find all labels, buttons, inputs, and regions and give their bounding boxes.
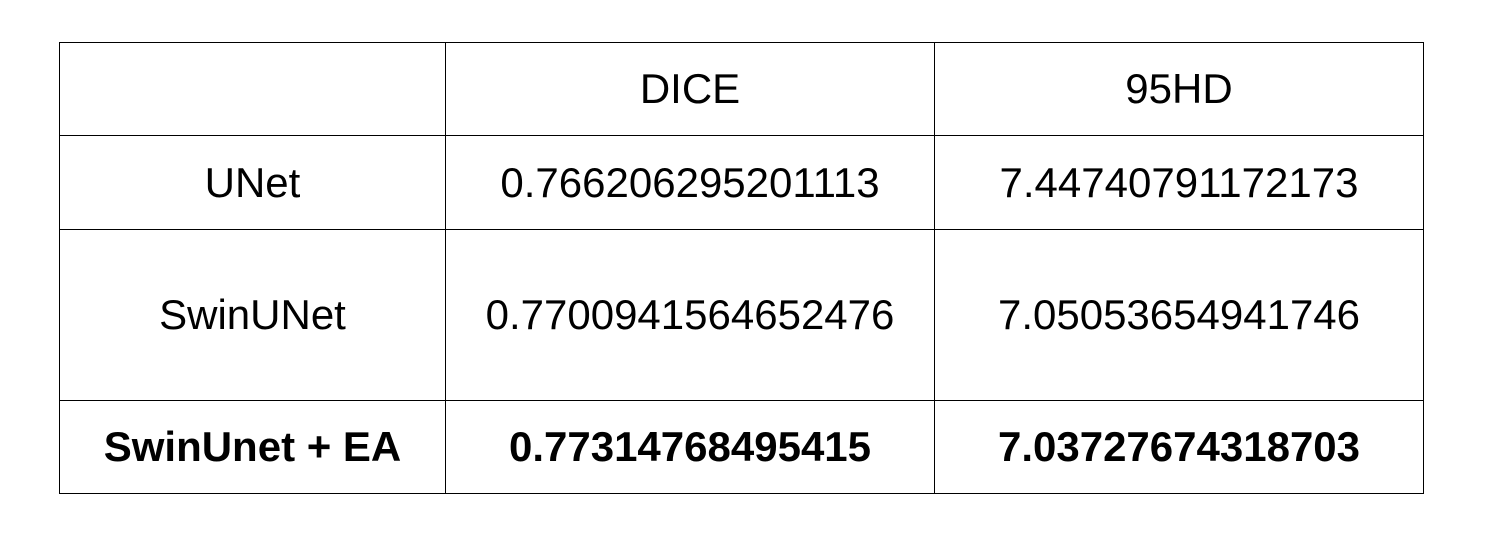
dice-value-cell: 0.7700941564652476 xyxy=(445,229,935,401)
model-name-cell: SwinUNet xyxy=(59,229,446,401)
header-cell-95hd: 95HD xyxy=(934,42,1424,136)
model-name-cell: UNet xyxy=(59,135,446,230)
dice-value-cell: 0.766206295201113 xyxy=(445,135,935,230)
header-cell-dice: DICE xyxy=(445,42,935,136)
table-row: UNet 0.766206295201113 7.44740791172173 xyxy=(59,135,1424,230)
hd95-value-cell: 7.44740791172173 xyxy=(934,135,1424,230)
header-cell-model xyxy=(59,42,446,136)
table-header-row: DICE 95HD xyxy=(59,42,1424,136)
dice-value-cell: 0.77314768495415 xyxy=(445,400,935,494)
model-name-cell: SwinUnet + EA xyxy=(59,400,446,494)
table-row-highlighted: SwinUnet + EA 0.77314768495415 7.0372767… xyxy=(59,400,1424,494)
hd95-value-cell: 7.05053654941746 xyxy=(934,229,1424,401)
results-table: DICE 95HD UNet 0.766206295201113 7.44740… xyxy=(59,42,1424,494)
table-row: SwinUNet 0.7700941564652476 7.0505365494… xyxy=(59,229,1424,401)
hd95-value-cell: 7.03727674318703 xyxy=(934,400,1424,494)
